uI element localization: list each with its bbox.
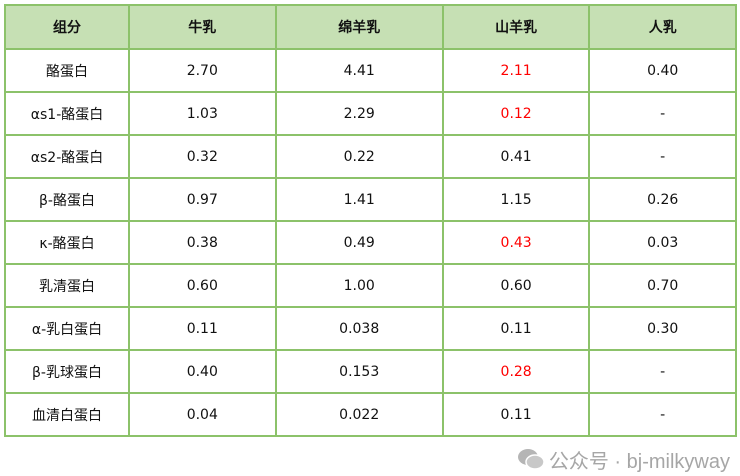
table-cell: 1.03 [128,91,277,136]
table-cell: 0.153 [274,349,444,394]
table-cell: 0.97 [128,177,277,222]
protein-table: 组分 牛乳 绵羊乳 山羊乳 人乳 酪蛋白 2.70 4.41 2.11 0.40 αs1-酪蛋白 1… [3,4,737,437]
table-row: αs2-酪蛋白 0.32 0.22 0.41- [3,134,737,179]
table-cell: 0.28 [441,349,591,394]
table-cell: 0.40 [588,48,737,93]
table-cell: - [588,91,737,136]
table-cell: 2.29 [274,91,444,136]
wechat-icon [517,449,545,470]
table-cell: 0.03 [588,220,737,265]
table-cell: 0.38 [128,220,277,265]
row-label: β-酪蛋白 [3,177,131,222]
table-cell: 0.32 [128,134,277,179]
table-cell: 0.04 [128,392,277,437]
table-cell: 2.70 [128,48,277,93]
row-label: 酪蛋白 [3,48,131,93]
row-label: β-乳球蛋白 [3,349,131,394]
table-cell: 1.15 [441,177,591,222]
table-row: κ-酪蛋白 0.38 0.49 0.43 0.03 [3,220,737,265]
table-row: 酪蛋白 2.70 4.41 2.11 0.40 [3,48,737,93]
table-row: 血清白蛋白 0.04 0.022 0.11- [3,392,737,437]
table-cell: 0.60 [128,263,277,308]
column-header: 组分 [3,4,131,50]
table-cell: - [588,392,737,437]
table-cell: 0.26 [588,177,737,222]
watermark: 公众号 · bj-milkyway [516,446,730,473]
table-cell: 0.40 [128,349,277,394]
table-cell: 0.11 [441,306,591,351]
table-cell: 0.60 [441,263,591,308]
row-label: 血清白蛋白 [3,392,131,437]
row-label: 乳清蛋白 [3,263,131,308]
table-row: β-酪蛋白 0.97 1.41 1.15 0.26 [3,177,737,222]
row-label: αs1-酪蛋白 [3,91,131,136]
table-cell: 0.70 [588,263,737,308]
header-row: 组分 牛乳 绵羊乳 山羊乳 人乳 [3,4,737,50]
table-cell: 0.11 [441,392,591,437]
table-cell: 1.41 [274,177,444,222]
table-cell: 0.22 [274,134,444,179]
watermark-text: 公众号 · bj-milkyway [548,450,730,473]
column-header: 人乳 [588,4,737,50]
table-cell: 0.30 [588,306,737,351]
row-label: κ-酪蛋白 [3,220,131,265]
row-label: αs2-酪蛋白 [3,134,131,179]
table-cell: 0.41 [441,134,591,179]
row-label: α-乳白蛋白 [3,306,131,351]
table-cell: 4.41 [274,48,444,93]
table-row: β-乳球蛋白 0.40 0.153 0.28- [3,349,737,394]
column-header: 绵羊乳 [274,4,444,50]
table-row: αs1-酪蛋白 1.03 2.29 0.12- [3,91,737,136]
table-cell: 0.11 [128,306,277,351]
table-row: 乳清蛋白 0.60 1.00 0.60 0.70 [3,263,737,308]
table-cell: 2.11 [441,48,591,93]
table-cell: 0.12 [441,91,591,136]
table-cell: 0.038 [274,306,444,351]
table-cell: 0.43 [441,220,591,265]
table-cell: - [588,134,737,179]
table-cell: 1.00 [274,263,444,308]
table-row: α-乳白蛋白 0.11 0.038 0.11 0.30 [3,306,737,351]
table-cell: - [588,349,737,394]
table-cell: 0.49 [274,220,444,265]
column-header: 牛乳 [128,4,277,50]
column-header: 山羊乳 [441,4,591,50]
table-cell: 0.022 [274,392,444,437]
